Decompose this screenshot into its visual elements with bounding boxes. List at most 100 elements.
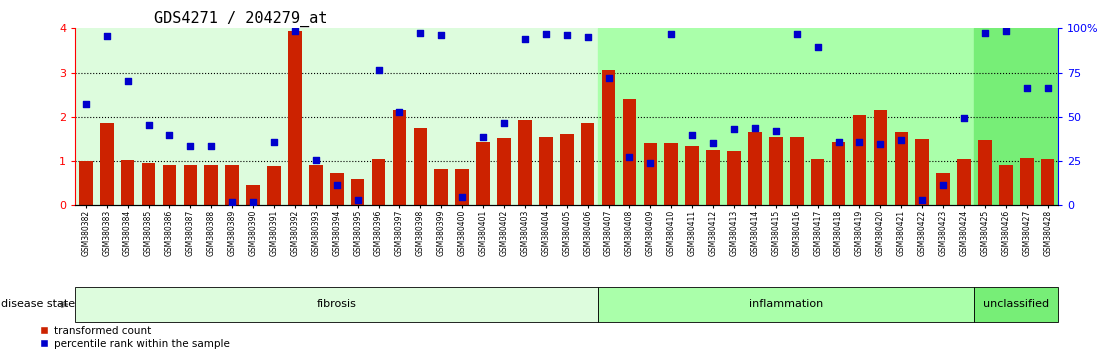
Bar: [748, 132, 761, 205]
Bar: [372, 159, 386, 205]
Bar: [602, 70, 615, 205]
Bar: [665, 143, 678, 205]
Point: [495, 121, 513, 126]
Point: [76, 102, 94, 107]
Point: [705, 141, 722, 146]
Bar: [79, 161, 93, 205]
Bar: [267, 166, 280, 205]
Point: [976, 30, 994, 36]
Point: [140, 122, 157, 128]
Bar: [476, 143, 490, 205]
Bar: [205, 166, 218, 205]
Point: [411, 30, 429, 36]
Point: [307, 157, 325, 163]
Bar: [455, 169, 469, 205]
Bar: [163, 165, 176, 205]
Text: fibrosis: fibrosis: [317, 299, 357, 309]
Point: [663, 31, 680, 36]
Bar: [560, 133, 574, 205]
Point: [557, 32, 575, 38]
Bar: [1040, 159, 1055, 205]
Bar: [873, 110, 888, 205]
Bar: [978, 140, 992, 205]
Bar: [644, 143, 657, 205]
Bar: [330, 173, 343, 205]
Point: [830, 140, 848, 145]
Point: [203, 143, 220, 148]
Point: [599, 75, 617, 81]
Point: [474, 134, 492, 139]
Bar: [392, 110, 407, 205]
Bar: [413, 128, 428, 205]
Point: [955, 115, 973, 121]
Bar: [225, 165, 239, 205]
Bar: [623, 99, 636, 205]
Bar: [999, 165, 1013, 205]
Point: [851, 140, 869, 145]
Bar: [915, 139, 929, 205]
Bar: [1020, 158, 1034, 205]
Bar: [497, 138, 511, 205]
Text: GDS4271 / 204279_at: GDS4271 / 204279_at: [154, 11, 327, 27]
Point: [432, 32, 450, 38]
Point: [119, 78, 136, 84]
Point: [1018, 85, 1036, 91]
Bar: [975, 28, 1058, 205]
Bar: [894, 132, 909, 205]
Bar: [790, 137, 803, 205]
Point: [892, 137, 910, 143]
Bar: [246, 185, 260, 205]
Text: disease state: disease state: [1, 299, 75, 309]
Bar: [75, 287, 598, 322]
Point: [767, 128, 784, 134]
Point: [349, 197, 367, 203]
Bar: [75, 28, 598, 205]
Point: [913, 197, 931, 203]
Point: [370, 68, 388, 73]
Bar: [727, 152, 741, 205]
Bar: [121, 160, 134, 205]
Bar: [581, 124, 595, 205]
Point: [809, 44, 827, 50]
Legend: transformed count, percentile rank within the sample: transformed count, percentile rank withi…: [39, 326, 230, 349]
Bar: [853, 115, 866, 205]
Bar: [769, 137, 782, 205]
Bar: [686, 145, 699, 205]
Point: [537, 31, 555, 36]
Point: [328, 183, 346, 188]
Point: [453, 195, 471, 200]
Bar: [936, 173, 950, 205]
Point: [934, 183, 952, 188]
Bar: [309, 165, 322, 205]
Text: unclassified: unclassified: [983, 299, 1049, 309]
Point: [725, 126, 742, 132]
Point: [620, 154, 638, 159]
Bar: [598, 287, 975, 322]
Point: [244, 199, 261, 205]
Bar: [832, 143, 845, 205]
Bar: [288, 30, 301, 205]
Point: [98, 34, 115, 39]
Point: [391, 109, 409, 114]
Bar: [142, 163, 155, 205]
Point: [788, 31, 806, 36]
Bar: [706, 150, 720, 205]
Point: [997, 28, 1015, 33]
Bar: [957, 159, 971, 205]
Bar: [100, 124, 113, 205]
Point: [578, 34, 596, 40]
Bar: [519, 120, 532, 205]
Text: inflammation: inflammation: [749, 299, 823, 309]
Bar: [538, 137, 553, 205]
Point: [182, 143, 199, 148]
Point: [1039, 85, 1057, 91]
Bar: [351, 179, 365, 205]
Point: [265, 140, 283, 145]
Point: [872, 142, 890, 147]
Point: [746, 125, 763, 131]
Bar: [184, 165, 197, 205]
Point: [161, 132, 178, 137]
Point: [224, 199, 242, 205]
Point: [684, 133, 701, 138]
Point: [516, 36, 534, 42]
